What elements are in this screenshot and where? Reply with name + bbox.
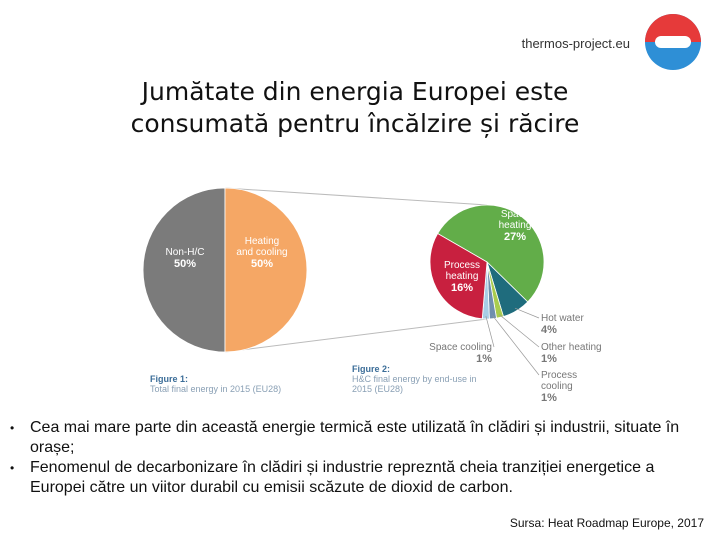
value-label: 1% xyxy=(541,353,557,365)
source: Sursa: Heat Roadmap Europe, 2017 xyxy=(509,516,704,530)
bullet: Fenomenul de decarbonizare în clădiri și… xyxy=(10,458,713,498)
caption-text: Total final energy in 2015 (EU28) xyxy=(150,384,282,394)
value-label: 1% xyxy=(476,353,492,365)
title-line: consumată pentru încălzire și răcire xyxy=(130,109,580,138)
caption-text: H&C final energy by end-use in 2015 (EU2… xyxy=(352,374,477,394)
bullet: Cea mai mare parte din această energie t… xyxy=(10,418,713,458)
title-line: Jumătate din energia Europei este xyxy=(141,77,569,106)
pie-slice xyxy=(142,187,226,353)
slice-label: Process heating 16% xyxy=(440,260,484,295)
value-label: 1% xyxy=(541,392,557,404)
value-label: 16% xyxy=(450,282,474,294)
category-name: Other heating xyxy=(541,342,602,353)
category-name: Process cooling xyxy=(541,370,578,392)
leader-line xyxy=(514,307,540,319)
bullet-list: Cea mai mare parte din această energie t… xyxy=(8,418,713,498)
value-label: 50% xyxy=(250,258,274,270)
figure-caption: Figure 2: H&C final energy by end-use in … xyxy=(352,364,492,394)
pie-slice xyxy=(437,204,545,303)
slice-label: Other heating 1% xyxy=(541,342,611,366)
slice-label: Process cooling 1% xyxy=(541,370,611,405)
connector xyxy=(224,187,488,206)
category-name: Space heating xyxy=(498,209,532,231)
value-label: 50% xyxy=(173,258,197,270)
category-name: Space cooling xyxy=(429,342,492,353)
logo xyxy=(645,14,701,70)
leader-line xyxy=(492,315,540,376)
pie-slice xyxy=(429,232,488,320)
caption-title: Figure 1: xyxy=(150,374,189,384)
connector xyxy=(224,318,488,353)
slice-label: Non-H/C 50% xyxy=(160,247,210,271)
value-label: 27% xyxy=(503,231,527,243)
pie-slice xyxy=(224,187,308,353)
figure-caption: Figure 1: Total final energy in 2015 (EU2… xyxy=(150,374,290,394)
caption-title: Figure 2: xyxy=(352,364,391,374)
slice-label: Heating and cooling 50% xyxy=(236,236,288,271)
leader-line xyxy=(499,314,540,348)
category-name: Process heating xyxy=(443,260,481,282)
category-name: Non-H/C xyxy=(165,247,205,258)
category-name: Heating and cooling xyxy=(236,236,288,258)
category-name: Hot water xyxy=(541,313,584,324)
title: Jumătate din energia Europei este consum… xyxy=(60,76,650,140)
slice-label: Space heating 27% xyxy=(490,209,540,244)
site-url: thermos-project.eu xyxy=(521,36,630,51)
value-label: 4% xyxy=(541,324,557,336)
leader-line xyxy=(485,315,495,348)
slice-label: Hot water 4% xyxy=(541,313,611,337)
slice-label: Space cooling 1% xyxy=(420,342,492,366)
